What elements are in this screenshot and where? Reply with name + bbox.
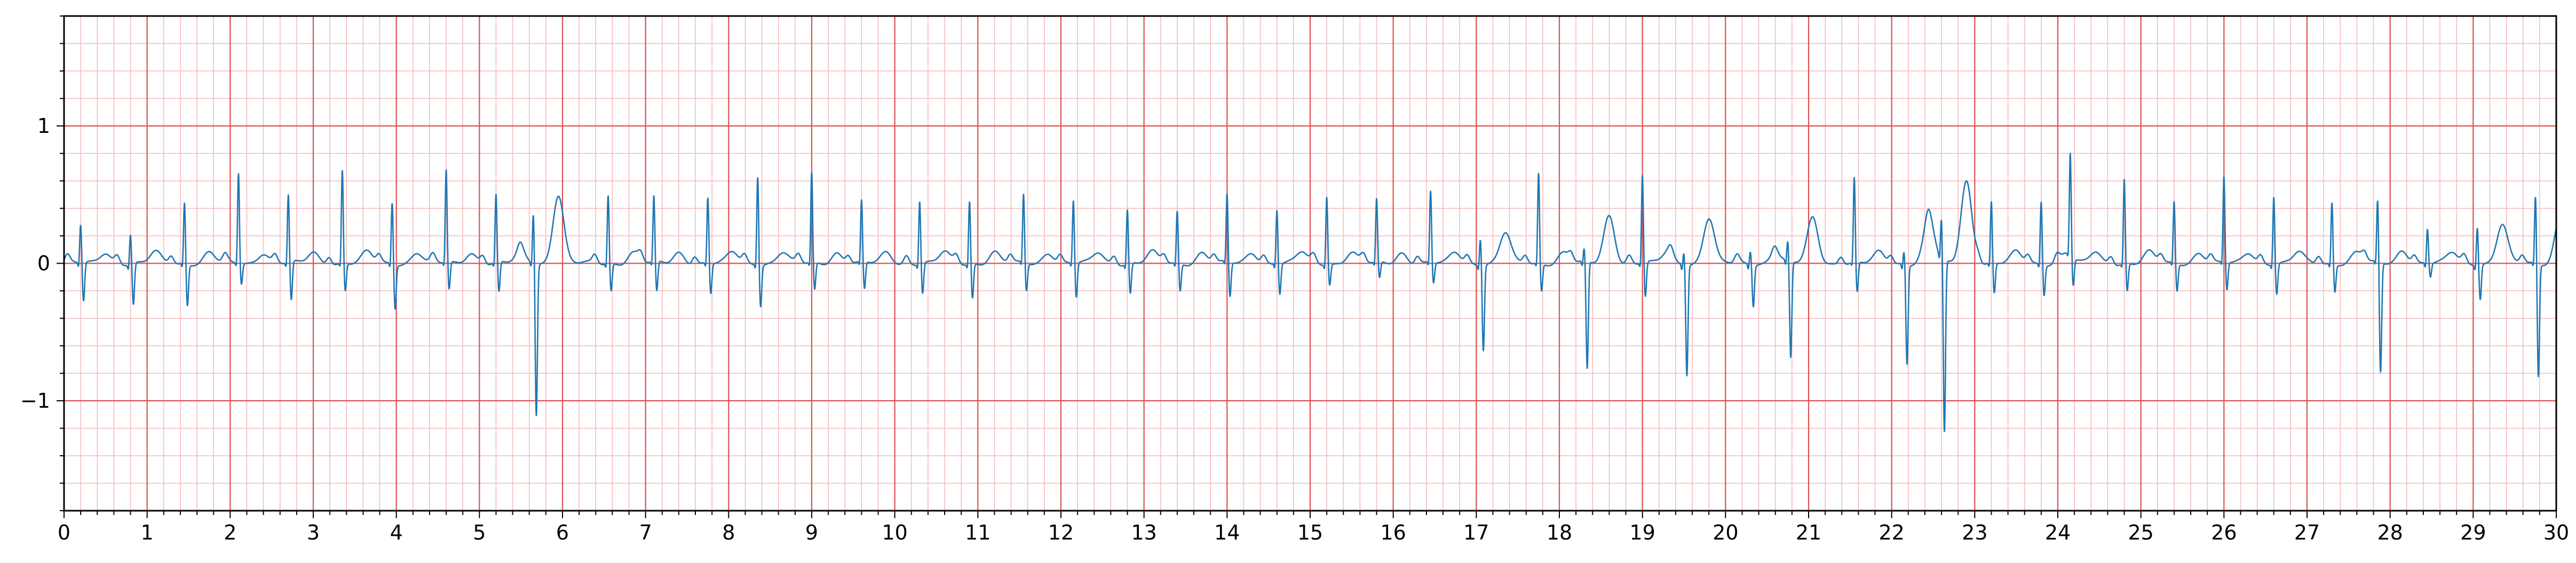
- x-tick-label: 19: [1629, 521, 1655, 544]
- x-tick-label: 24: [2045, 521, 2071, 544]
- x-tick-label: 20: [1713, 521, 1738, 544]
- x-axis: 0 1 2 3 4 5 6 7 8 9 10 11 12 13 14 15 16 17 18 19 20 21 22 23 24…: [58, 511, 2569, 544]
- x-tick-label: 3: [307, 521, 320, 544]
- x-tick-label: 10: [882, 521, 907, 544]
- x-tick-label: 2: [224, 521, 236, 544]
- x-tick-label: 11: [965, 521, 990, 544]
- y-tick-label: −1: [20, 389, 50, 413]
- x-tick-label: 30: [2543, 521, 2569, 544]
- x-tick-label: 6: [556, 521, 569, 544]
- x-tick-label: 1: [141, 521, 154, 544]
- x-tick-label: 12: [1048, 521, 1074, 544]
- ecg-trace-line: [63, 153, 2557, 432]
- x-tick-label: 8: [722, 521, 735, 544]
- x-tick-label: 18: [1547, 521, 1572, 544]
- x-tick-label: 15: [1297, 521, 1323, 544]
- x-tick-label: 7: [639, 521, 652, 544]
- x-tick-label: 5: [473, 521, 486, 544]
- x-tick-label: 29: [2460, 521, 2486, 544]
- x-tick-label: 17: [1463, 521, 1489, 544]
- x-tick-label: 27: [2294, 521, 2320, 544]
- x-tick-label: 9: [805, 521, 818, 544]
- major-grid: [63, 16, 2557, 511]
- x-tick-label: 21: [1796, 521, 1821, 544]
- x-tick-label: 13: [1131, 521, 1156, 544]
- x-tick-label: 25: [2128, 521, 2153, 544]
- x-tick-label: 14: [1214, 521, 1240, 544]
- x-tick-label: 26: [2211, 521, 2237, 544]
- x-tick-label: 4: [390, 521, 403, 544]
- x-tick-label: 28: [2377, 521, 2403, 544]
- x-tick-label: 0: [58, 521, 70, 544]
- y-tick-label: 0: [37, 252, 50, 275]
- y-tick-label: 1: [37, 114, 50, 138]
- x-tick-label: 23: [1962, 521, 1987, 544]
- x-tick-label: 22: [1879, 521, 1904, 544]
- x-tick-label: 16: [1380, 521, 1406, 544]
- y-axis: 1 0 −1: [20, 15, 64, 511]
